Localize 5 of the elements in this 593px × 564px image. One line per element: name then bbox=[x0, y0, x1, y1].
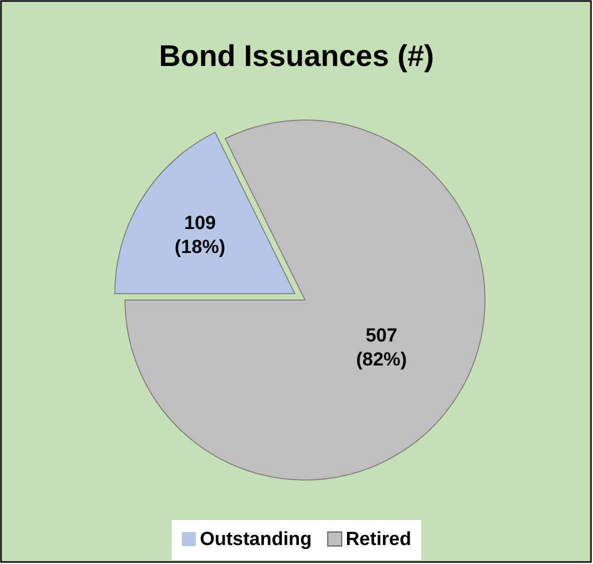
legend-label: Retired bbox=[346, 529, 412, 550]
data-label: 507 (82%) bbox=[356, 325, 407, 370]
data-label: 109 (18%) bbox=[174, 212, 226, 258]
chart-title: Bond Issuances (#) bbox=[158, 40, 434, 73]
legend-label: Outstanding bbox=[200, 529, 312, 550]
